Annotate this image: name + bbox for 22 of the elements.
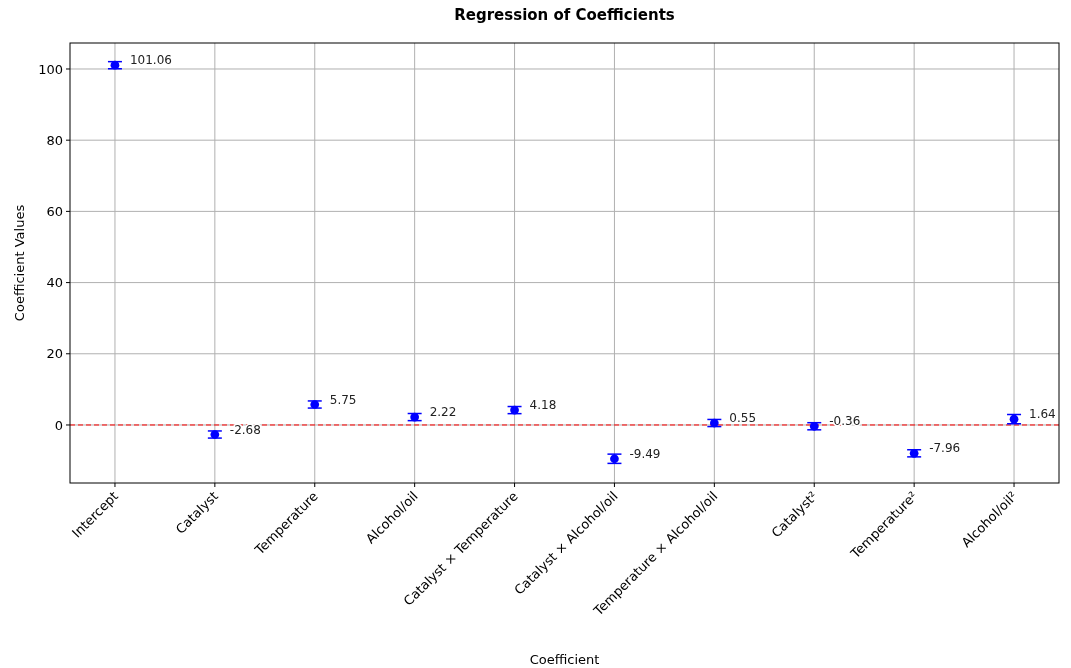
- point: [709, 418, 719, 428]
- y-tick-label: 60: [46, 203, 63, 219]
- data-label: 5.75: [329, 392, 357, 407]
- data-label: 4.18: [529, 398, 557, 413]
- y-tick-label: 100: [38, 61, 63, 77]
- data-label: 101.06: [129, 53, 172, 68]
- point: [410, 412, 420, 422]
- data-label: 1.64: [1029, 407, 1056, 422]
- y-axis-title: Coefficient Values: [12, 204, 27, 322]
- data-label: -2.68: [229, 422, 261, 437]
- data-label: 0.55: [729, 411, 757, 426]
- data-label: 2.22: [429, 405, 457, 420]
- x-axis-title: Coefficient: [529, 652, 600, 667]
- y-tick-label: 0: [54, 417, 63, 433]
- y-tick-label: 40: [46, 275, 63, 291]
- chart-title: Regression of Coefficients: [454, 6, 675, 24]
- y-tick-label: 80: [46, 132, 63, 148]
- y-tick-label: 20: [46, 346, 63, 362]
- point: [310, 400, 320, 409]
- data-label: -7.96: [929, 441, 961, 456]
- data-label: -9.49: [629, 446, 661, 461]
- point: [210, 430, 220, 439]
